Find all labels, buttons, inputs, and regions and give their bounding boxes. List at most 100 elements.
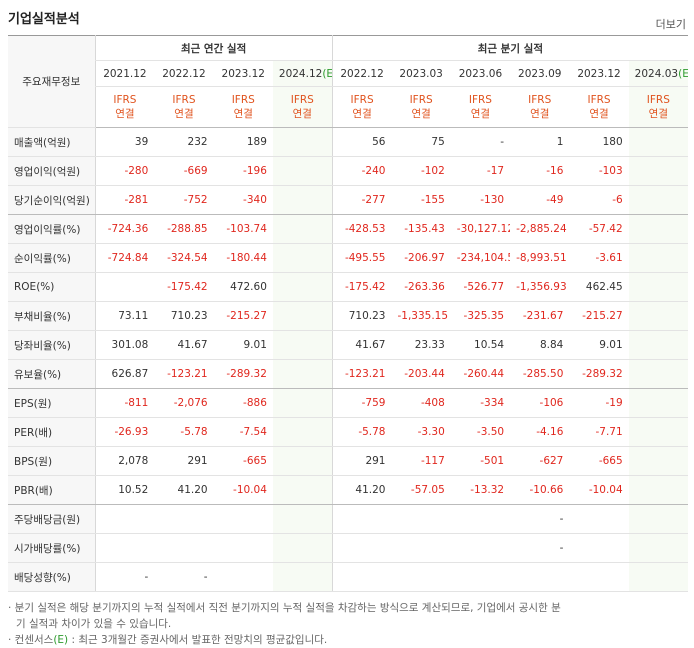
group-header: 최근 연간 실적 <box>94 35 333 61</box>
cell: -281 <box>94 185 155 215</box>
period: 2023.06 <box>458 67 503 80</box>
row-label: ROE(%) <box>8 272 95 302</box>
data-row: 영업이익률(%) -724.36 -288.85 -103.74 -428.53 -135… <box>8 214 688 244</box>
period: 2023.12 <box>577 67 621 80</box>
cell: - <box>510 533 570 563</box>
cell: -240 <box>331 156 392 186</box>
period-header: 2024.03(E) <box>628 60 688 87</box>
standard: IFRS <box>587 94 611 106</box>
cell: -19 <box>569 388 629 418</box>
cell <box>331 533 392 563</box>
row-label: 유보율(%) <box>8 359 95 389</box>
row-label: 순이익률(%) <box>8 243 95 273</box>
data-row: 유보율(%) 626.87 -123.21 -289.32 -123.21 -203.44… <box>8 359 688 389</box>
cell <box>213 533 273 563</box>
cell: -289.32 <box>569 359 629 389</box>
period-header: 2023.03 <box>391 60 451 87</box>
note: · 컨센서스(E) : 최근 3개월간 증권사에서 발표한 전망치의 평균값입니… <box>8 632 568 648</box>
basis: 연결 <box>470 108 491 120</box>
cell <box>272 388 333 418</box>
cell <box>272 330 333 360</box>
data-row: BPS(원) 2,078 291 -665 291 -117 -501 -627 -665 <box>8 446 688 476</box>
cell: -1,356.93 <box>510 272 570 302</box>
period: 2024.03 <box>634 67 679 80</box>
cell <box>569 533 629 563</box>
cell: -277 <box>331 185 392 215</box>
cell <box>628 533 688 563</box>
cell <box>628 417 688 447</box>
row-label: 당좌비율(%) <box>8 330 95 360</box>
cell: -627 <box>510 446 570 476</box>
cell: 710.23 <box>331 301 392 331</box>
cell: 301.08 <box>94 330 155 360</box>
cell: -106 <box>510 388 570 418</box>
notes: · 분기 실적은 해당 분기까지의 누적 실적에서 직전 분기까지의 누적 실적… <box>8 600 568 648</box>
more-link[interactable]: 더보기 <box>655 18 686 31</box>
group-header: 최근 분기 실적 <box>331 35 688 61</box>
cell: -117 <box>391 446 451 476</box>
cell: -3.30 <box>391 417 451 447</box>
data-row: 배당성향(%) - - <box>8 562 688 592</box>
cell <box>628 301 688 331</box>
cell <box>628 272 688 302</box>
cell: -3.61 <box>569 243 629 273</box>
cell <box>628 562 688 592</box>
cell: -2,885.24 <box>510 214 570 244</box>
cell <box>628 359 688 389</box>
cell: 9.01 <box>569 330 629 360</box>
basis: 연결 <box>648 108 668 120</box>
cell: -180.44 <box>213 243 273 273</box>
cell: -263.36 <box>391 272 451 302</box>
basis: 연결 <box>233 108 253 120</box>
cell <box>213 504 273 534</box>
cell: 626.87 <box>94 359 155 389</box>
standard-header: IFRS 연결 <box>569 86 629 128</box>
cell: -334 <box>450 388 511 418</box>
period-header: 2023.09 <box>510 60 570 87</box>
cell <box>272 156 333 186</box>
data-row: 시가배당률(%) - <box>8 533 688 563</box>
standard: IFRS <box>468 94 492 106</box>
cell: -5.78 <box>331 417 392 447</box>
cell: -234,104.50 <box>450 243 511 273</box>
cell: 8.84 <box>510 330 570 360</box>
cell <box>628 127 688 157</box>
cell <box>628 504 688 534</box>
financial-table: 주요재무정보 최근 연간 실적 최근 분기 실적 2021.12 2022.12 2023… <box>8 35 688 592</box>
basis: 연결 <box>589 108 609 120</box>
cell: -495.55 <box>331 243 392 273</box>
data-row: 영업이익(억원) -280 -669 -196 -240 -102 -17 -16 -103 <box>8 156 688 186</box>
cell <box>272 301 333 331</box>
period: 2022.12 <box>340 67 384 80</box>
row-label: 주당배당금(원) <box>8 504 95 534</box>
cell <box>213 562 273 592</box>
cell: -752 <box>154 185 214 215</box>
cell <box>94 533 155 563</box>
cell: -811 <box>94 388 155 418</box>
note-text: · 컨센서스 <box>8 634 54 646</box>
cell: -16 <box>510 156 570 186</box>
row-label: 부채비율(%) <box>8 301 95 331</box>
estimate-mark: (E) <box>678 67 688 80</box>
cell <box>154 504 214 534</box>
cell: -886 <box>213 388 273 418</box>
cell: -4.16 <box>510 417 570 447</box>
cell: 291 <box>154 446 214 476</box>
cell: -57.42 <box>569 214 629 244</box>
basis: 연결 <box>115 108 135 120</box>
cell: -280 <box>94 156 155 186</box>
row-label: PER(배) <box>8 417 95 447</box>
cell: -196 <box>213 156 273 186</box>
cell: -130 <box>450 185 511 215</box>
period: 2021.12 <box>103 67 147 80</box>
data-row: ROE(%) -175.42 472.60 -175.42 -263.36 -526.77… <box>8 272 688 302</box>
data-row: 부채비율(%) 73.11 710.23 -215.27 710.23 -1,335.15… <box>8 301 688 331</box>
basis: 연결 <box>530 108 550 120</box>
note: · 분기 실적은 해당 분기까지의 누적 실적에서 직전 분기까지의 누적 실적… <box>8 600 568 632</box>
note-text: · 분기 실적은 해당 분기까지의 누적 실적에서 직전 분기까지의 누적 실적… <box>8 602 561 630</box>
period: 2023.03 <box>399 67 443 80</box>
row-label: PBR(배) <box>8 475 95 505</box>
data-row: EPS(원) -811 -2,076 -886 -759 -408 -334 -106 -19 <box>8 388 688 418</box>
row-label: 영업이익(억원) <box>8 156 95 186</box>
